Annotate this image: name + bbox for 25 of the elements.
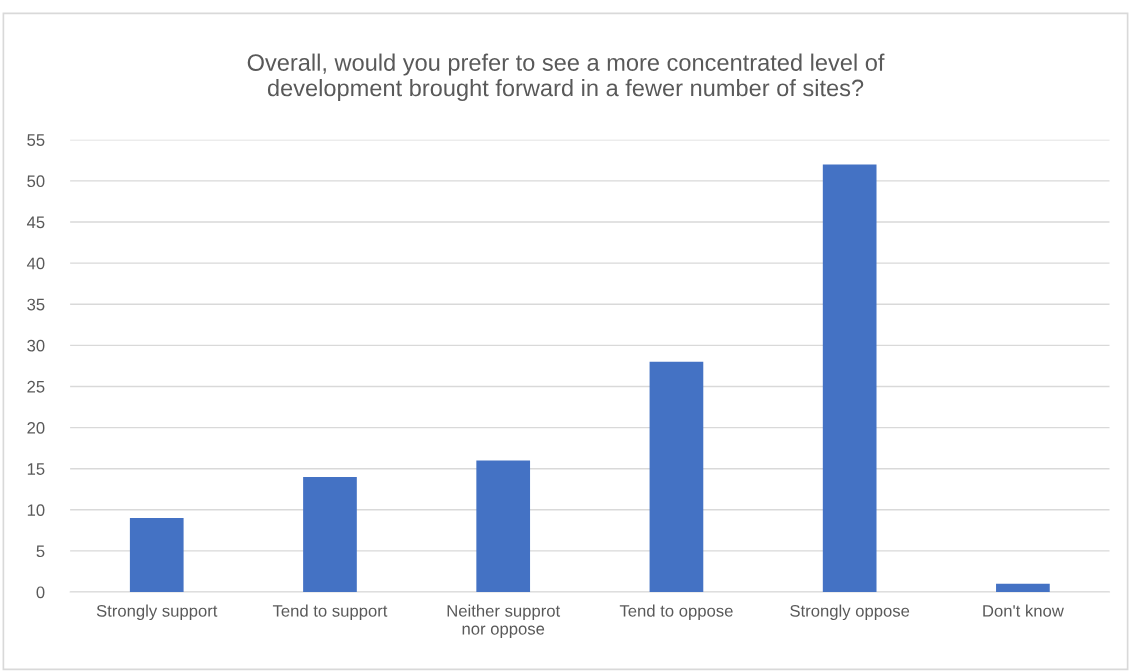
- chart-title: Overall, would you prefer to see a more concentrated level of development brought forward in a fewer number of sites?: [247, 53, 885, 101]
- y-tick-label: 0: [36, 586, 45, 599]
- y-tick-label: 40: [26, 257, 45, 270]
- bar: [996, 583, 1050, 593]
- y-tick-label: 55: [27, 134, 45, 146]
- y-tick-label: 10: [27, 504, 45, 517]
- y-tick-label: 45: [26, 216, 45, 229]
- x-tick-label: Strongly oppose: [790, 604, 910, 621]
- x-tick-label: Don't know: [983, 604, 1064, 617]
- bar: [822, 164, 877, 593]
- y-tick-label: 15: [27, 463, 45, 475]
- y-tick-label: 35: [27, 298, 45, 311]
- y-tick-label: 25: [27, 380, 45, 393]
- bar: [476, 460, 531, 593]
- bar: [303, 476, 357, 593]
- x-tick-label: Strongly support: [96, 604, 218, 621]
- x-tick-label: Neither supprot nor oppose: [447, 604, 561, 639]
- y-tick-label: 5: [36, 545, 45, 558]
- x-tick-label: Tend to oppose: [619, 604, 733, 621]
- bar: [129, 518, 184, 593]
- bar: [649, 361, 704, 593]
- y-tick-label: 50: [27, 175, 45, 188]
- y-tick-label: 30: [27, 339, 45, 352]
- x-tick-label: Tend to support: [272, 604, 388, 621]
- y-tick-label: 20: [27, 421, 45, 434]
